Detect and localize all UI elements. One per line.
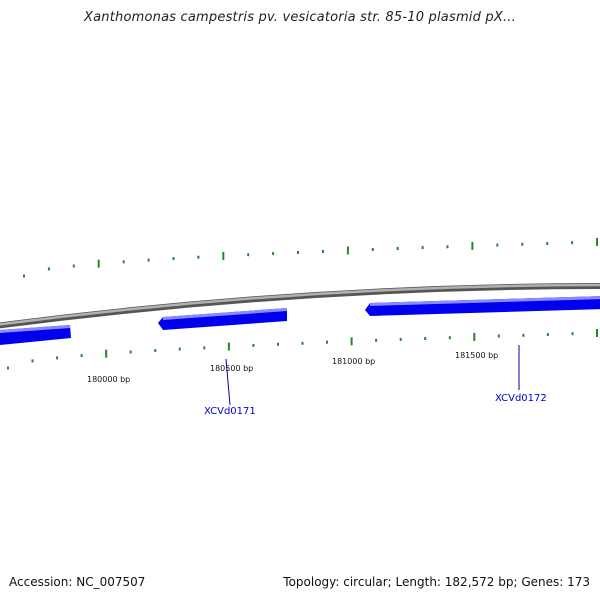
- gene-label-xcvd0172[interactable]: XCVd0172: [495, 393, 547, 404]
- plasmid-backbone-highlight: [0, 283, 600, 326]
- gene-highlight: [0, 325, 70, 333]
- gene-arrow-icon[interactable]: [158, 308, 287, 330]
- position-label: 181000 bp: [332, 357, 375, 366]
- position-label: 180500 bp: [210, 364, 253, 373]
- summary-label: Topology: circular; Length: 182,572 bp; …: [283, 575, 590, 589]
- inner-tick-ring: [7, 329, 598, 370]
- position-label: 181500 bp: [455, 351, 498, 360]
- gene-highlight: [370, 296, 600, 306]
- map-title: Xanthomonas campestris pv. vesicatoria s…: [84, 10, 516, 25]
- outer-tick-ring: [23, 238, 598, 278]
- position-label: 180000 bp: [87, 375, 130, 384]
- gene-highlight: [163, 308, 287, 320]
- gene-label-xcvd0171[interactable]: XCVd0171: [204, 406, 256, 417]
- gene-arrow-icon[interactable]: [365, 296, 600, 316]
- accession-label: Accession: NC_007507: [9, 575, 146, 589]
- gene-callout-line: [225, 358, 231, 406]
